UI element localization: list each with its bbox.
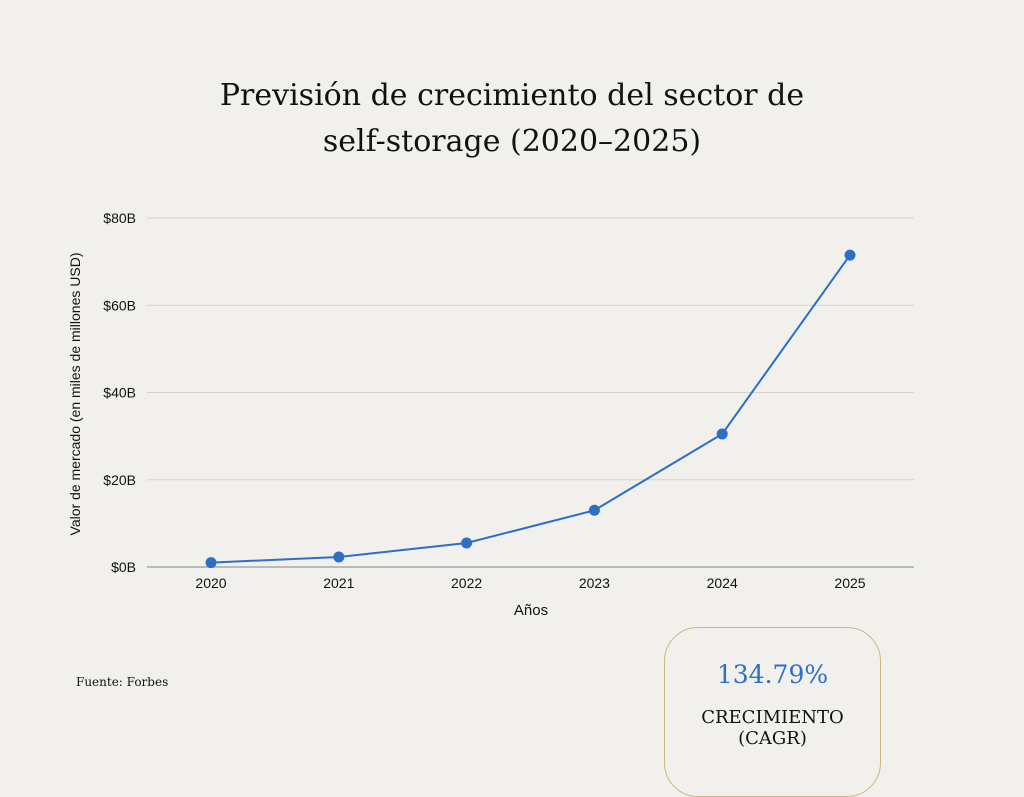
source-note: Fuente: Forbes xyxy=(76,675,169,689)
x-tick-label: 2025 xyxy=(834,575,865,591)
data-point xyxy=(205,557,217,569)
cagr-card: 134.79% CRECIMIENTO (CAGR) xyxy=(664,627,881,797)
grid-lines xyxy=(147,217,914,568)
chart-title: Previsión de crecimiento del sector de s… xyxy=(0,73,1024,165)
y-tick-label: $0B xyxy=(111,559,136,575)
cagr-label: CRECIMIENTO (CAGR) xyxy=(701,707,844,749)
y-axis-label: Valor de mercado (en miles de millones U… xyxy=(67,253,83,536)
y-tick-label: $20B xyxy=(103,472,136,488)
x-tick-labels: 2020 2021 2022 2023 2024 2025 xyxy=(195,575,865,591)
y-tick-labels: $0B $20B $40B $60B $80B xyxy=(103,210,136,575)
data-points xyxy=(205,249,856,569)
y-tick-label: $60B xyxy=(103,297,136,313)
x-tick-label: 2021 xyxy=(323,575,354,591)
data-point xyxy=(461,537,473,549)
x-axis-label: Años xyxy=(514,602,548,619)
x-tick-label: 2022 xyxy=(451,575,482,591)
data-point xyxy=(844,249,856,261)
chart-title-line-1: Previsión de crecimiento del sector de xyxy=(219,78,805,113)
line-chart: $0B $20B $40B $60B $80B 2020 2021 2022 2023 2024… xyxy=(67,210,914,619)
x-tick-label: 2020 xyxy=(195,575,226,591)
x-tick-label: 2024 xyxy=(707,575,738,591)
series-line xyxy=(210,254,851,564)
data-point xyxy=(333,551,345,563)
data-point xyxy=(716,428,728,440)
cagr-value: 134.79% xyxy=(716,660,829,689)
chart-title-line-2: self-storage (2020–2025) xyxy=(322,124,702,159)
y-tick-label: $80B xyxy=(103,210,136,226)
y-tick-label: $40B xyxy=(103,385,136,401)
x-tick-label: 2023 xyxy=(579,575,610,591)
data-point xyxy=(588,504,600,516)
